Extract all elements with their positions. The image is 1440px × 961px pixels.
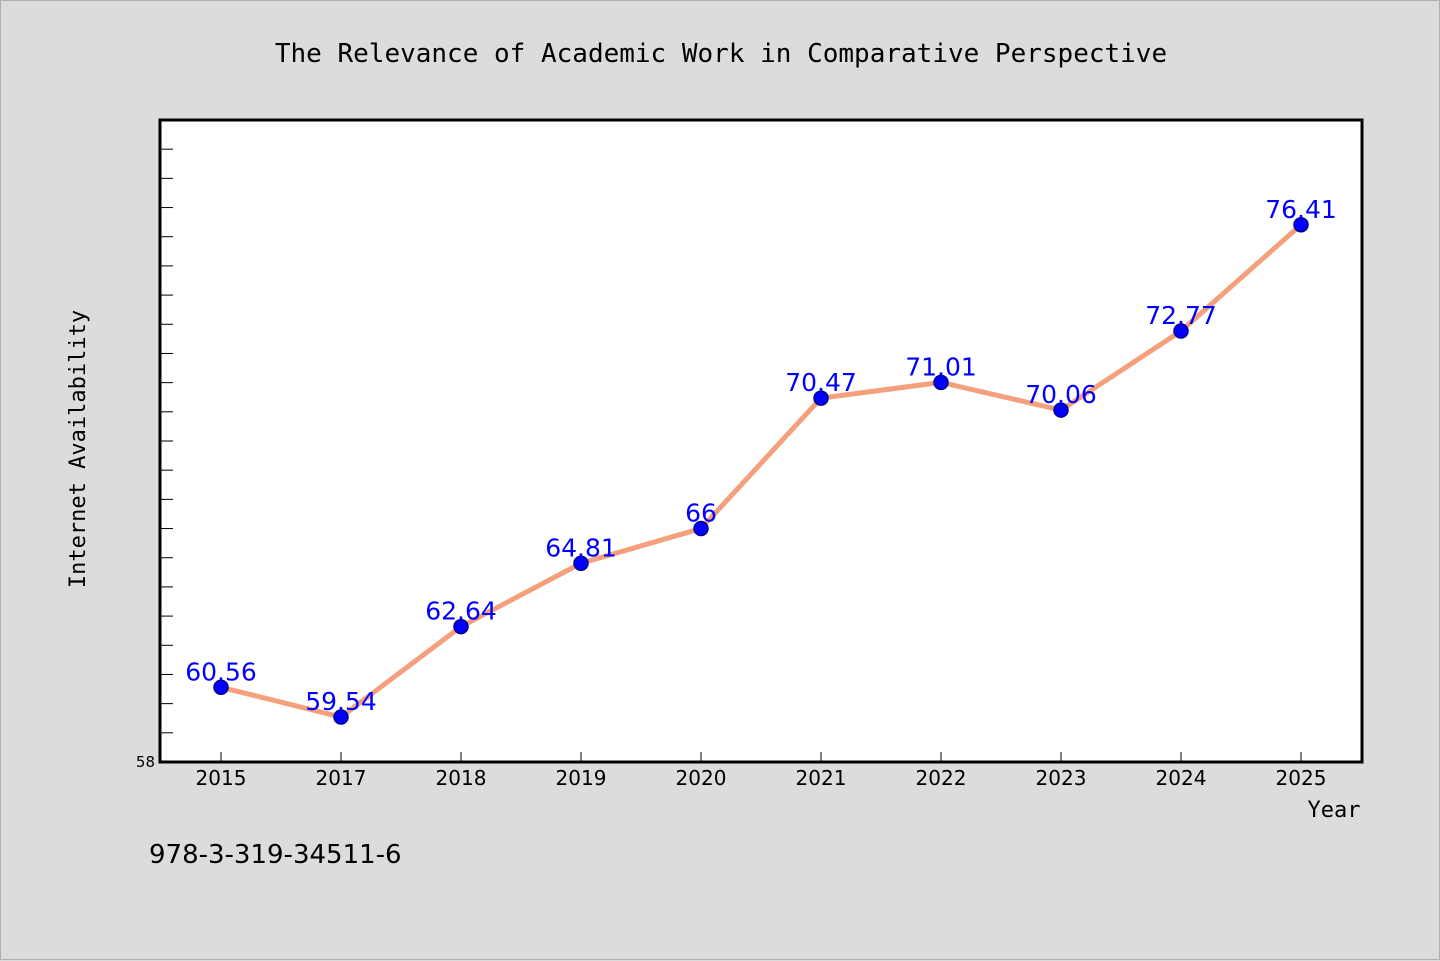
data-label: 66 [685,499,717,528]
x-tick-label: 2019 [556,766,607,790]
data-point [573,555,589,572]
x-tick-label: 2021 [796,766,847,790]
data-label: 70.47 [785,368,857,397]
data-point [693,520,709,537]
data-point [813,390,829,406]
data-label: 59.54 [305,687,377,716]
y-axis-label: Internet Availability [66,310,91,588]
data-point [333,709,349,725]
data-point [1173,323,1189,339]
x-tick-label: 2023 [1036,766,1087,790]
y-axis-ticks: 58 [136,148,173,771]
x-tick-label: 2020 [676,766,727,790]
data-point [453,618,469,635]
x-tick-label: 2024 [1156,766,1207,790]
chart-title: The Relevance of Academic Work in Compar… [275,39,1167,69]
data-point [933,374,949,391]
data-point [1293,217,1309,233]
x-tick-label: 2018 [436,766,487,790]
x-axis-ticks: 2015 2017 2018 2019 2020 2021 2022 2023 2024 2025 [196,752,1327,790]
x-tick-label: 2015 [196,766,247,790]
data-point [213,679,229,696]
data-label: 70.06 [1025,380,1097,409]
data-label: 72.77 [1145,301,1217,330]
x-axis-label: Year [1308,798,1361,823]
plot-area [158,118,1364,764]
series-markers [213,217,1309,725]
data-point [1053,402,1069,418]
data-label: 62.64 [425,597,497,626]
data-label: 71.01 [905,352,977,381]
data-label: 60.56 [185,657,257,686]
x-tick-label: 2022 [916,766,967,790]
data-label: 64.81 [545,533,617,562]
x-tick-label: 2025 [1276,766,1327,790]
x-tick-label: 2017 [316,766,367,790]
series-line [220,222,1303,720]
y-tick-label: 58 [136,753,155,771]
isbn-text: 978-3-319-34511-6 [149,840,402,870]
data-label: 76.41 [1265,195,1337,224]
data-labels: 60.56 59.54 62.64 64.81 66 70.47 71.01 70.06 72.… [185,195,1337,716]
